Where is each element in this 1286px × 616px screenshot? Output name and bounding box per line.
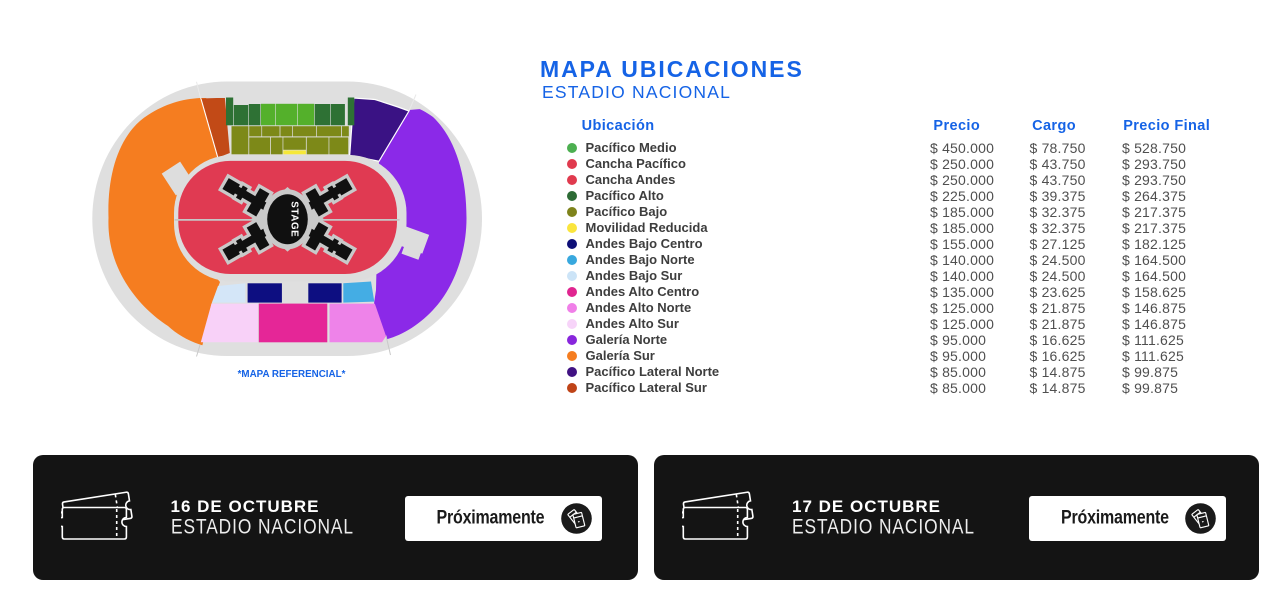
svg-text:STAGE: STAGE	[288, 201, 299, 237]
svg-text:*MAPA REFERENCIAL*: *MAPA REFERENCIAL*	[238, 369, 346, 380]
